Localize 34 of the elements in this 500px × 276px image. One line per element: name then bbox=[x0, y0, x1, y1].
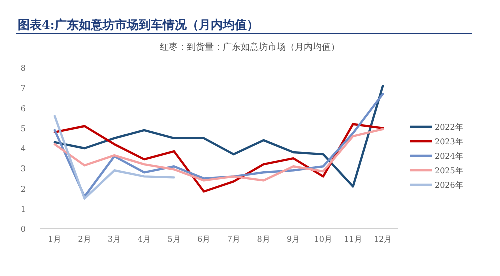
x-tick-label: 11月 bbox=[344, 235, 362, 244]
x-tick-label: 3月 bbox=[108, 235, 122, 244]
x-tick-label: 6月 bbox=[198, 235, 211, 244]
line-series bbox=[54, 123, 384, 193]
x-tick-label: 1月 bbox=[48, 235, 62, 244]
legend-label: 2026年 bbox=[435, 181, 464, 190]
y-tick-label: 2 bbox=[20, 184, 26, 194]
x-tick-label: 8月 bbox=[257, 235, 270, 244]
legend-label: 2024年 bbox=[435, 152, 464, 161]
line-series bbox=[54, 115, 176, 200]
line-series bbox=[54, 93, 384, 198]
x-tick-label: 12月 bbox=[374, 235, 392, 244]
chart-subtitle: 红枣：到货量：广东如意坊市场（月内均值） bbox=[160, 42, 340, 53]
y-tick-label: 8 bbox=[20, 64, 26, 73]
legend-label: 2025年 bbox=[435, 166, 464, 176]
plot: 0 1 2 3 4 5 6 7 8 1月 2月 3月 4月 5月 6月 7月 8月 9月 10月 11月 12月 bbox=[20, 64, 398, 244]
legend-label: 2023年 bbox=[435, 138, 464, 146]
y-tick-label: 4 bbox=[20, 144, 26, 154]
y-tick-label: 3 bbox=[20, 164, 26, 174]
line-series bbox=[54, 128, 384, 182]
y-tick-label: 1 bbox=[20, 204, 26, 214]
x-tick-label: 9月 bbox=[287, 235, 300, 244]
y-tick-label: 7 bbox=[20, 84, 26, 94]
x-tick-label: 4月 bbox=[138, 235, 151, 244]
x-tick-label: 2月 bbox=[78, 235, 92, 244]
y-tick-label: 5 bbox=[20, 124, 26, 134]
x-tick-label: 7月 bbox=[227, 235, 240, 244]
line-series bbox=[54, 85, 384, 188]
x-tick-label: 5月 bbox=[168, 235, 181, 244]
y-tick-label: 6 bbox=[20, 104, 26, 114]
legend-label: 2022年 bbox=[435, 123, 464, 132]
y-tick-label: 0 bbox=[20, 225, 26, 234]
x-tick-label: 10月 bbox=[314, 235, 333, 244]
chart-title: 图表4:广东如意坊市场到车情况（月内均值） bbox=[18, 18, 259, 32]
